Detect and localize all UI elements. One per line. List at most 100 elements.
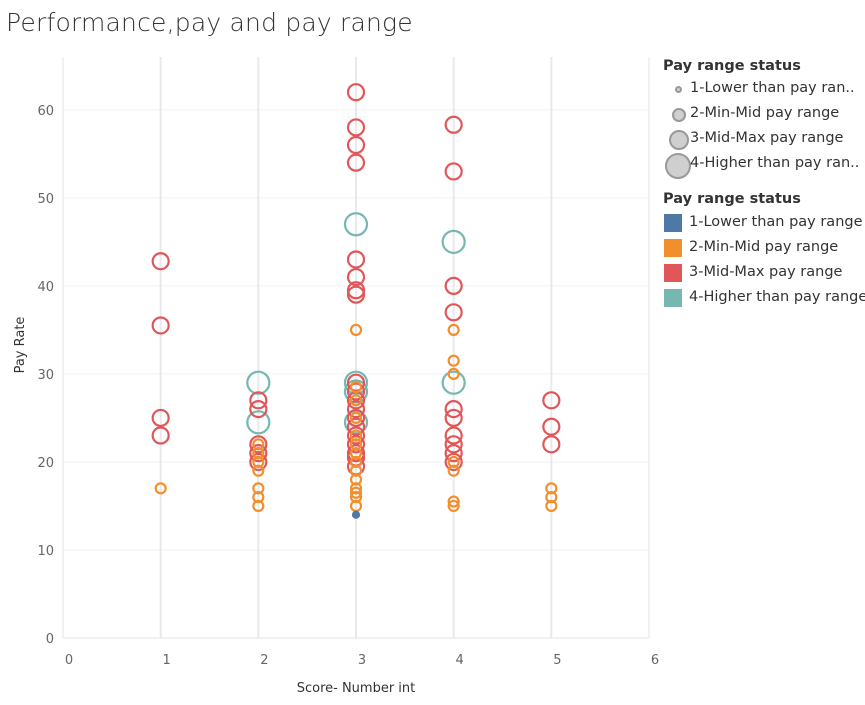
color-swatch [664, 289, 682, 307]
data-point [151, 426, 170, 445]
data-point [349, 429, 363, 442]
data-point [349, 381, 363, 394]
color-legend: Pay range status 1-Lower than pay range … [663, 191, 865, 313]
data-point [346, 281, 366, 300]
data-point [441, 370, 466, 395]
data-point [252, 447, 265, 460]
data-point [246, 410, 271, 435]
size-1-symbol [675, 86, 682, 93]
axis-layer: 0 10 20 30 40 50 60 0 1 2 3 4 5 6 [37, 57, 659, 668]
data-point [346, 408, 366, 428]
data-point [447, 367, 460, 381]
color-legend-item[interactable]: 3-Mid-Max pay range [663, 263, 842, 288]
data-point [252, 455, 265, 469]
data-point [151, 252, 170, 271]
data-point [246, 370, 271, 395]
data-point [444, 452, 463, 472]
data-point [545, 482, 558, 495]
data-point [346, 135, 366, 155]
data-point [444, 400, 463, 419]
data-point [545, 499, 558, 513]
data-point [447, 495, 460, 508]
color-legend-title: Pay range status [663, 191, 801, 207]
data-point [447, 464, 460, 477]
x-tick-label: 4 [456, 653, 464, 668]
data-point [444, 115, 463, 134]
data-point [343, 212, 369, 237]
data-point [349, 394, 363, 407]
color-legend-item[interactable]: 4-Higher than pay range [663, 288, 865, 313]
size-legend-item[interactable]: 1-Lower than pay ran.. [663, 80, 855, 105]
color-swatch [664, 239, 682, 257]
chart-title: Performance,pay and pay range [6, 8, 413, 37]
data-point [343, 379, 369, 404]
data-point [545, 491, 558, 504]
data-point [444, 444, 463, 463]
size-3-symbol [669, 130, 689, 150]
data-point [444, 435, 463, 454]
x-tick-label: 6 [651, 653, 659, 668]
color-legend-item[interactable]: 1-Lower than pay range [663, 213, 863, 238]
data-point [346, 444, 366, 463]
point-layer [151, 83, 561, 519]
size-legend-label: 3-Mid-Max pay range [690, 130, 844, 146]
data-point [346, 267, 366, 287]
data-point [447, 455, 460, 469]
x-tick-label: 3 [358, 653, 366, 668]
data-point [349, 491, 363, 504]
data-point [349, 447, 363, 460]
data-point [252, 464, 265, 477]
size-legend-item[interactable]: 3-Mid-Max pay range [663, 130, 843, 155]
data-point [542, 435, 561, 454]
data-point [346, 153, 366, 172]
data-point [346, 426, 366, 445]
data-point [349, 438, 363, 451]
x-tick-label: 1 [163, 653, 171, 668]
y-tick-label: 10 [37, 544, 54, 559]
data-point [444, 426, 463, 445]
size-2-symbol [672, 108, 686, 122]
x-tick-label: 0 [65, 653, 73, 668]
y-axis-label: Pay Rate [13, 317, 28, 374]
y-tick-label: 40 [37, 280, 54, 295]
data-point [346, 250, 366, 269]
data-point [349, 323, 363, 336]
size-legend-item[interactable]: 2-Min-Mid pay range [663, 105, 839, 130]
data-point [444, 408, 463, 428]
data-point [346, 373, 366, 392]
size-legend-item[interactable]: 4-Higher than pay ran.. [663, 153, 859, 180]
data-point [252, 438, 265, 451]
data-point [349, 411, 363, 425]
color-legend-label: 3-Mid-Max pay range [689, 264, 843, 280]
data-point [151, 316, 170, 335]
grid-layer [63, 57, 649, 639]
data-point [252, 499, 265, 513]
data-point [346, 382, 366, 401]
data-point [351, 510, 361, 519]
data-point [444, 303, 463, 322]
size-legend-title: Pay range status [663, 58, 801, 74]
data-point [346, 400, 366, 419]
data-point [346, 83, 366, 102]
size-legend-label: 2-Min-Mid pay range [690, 105, 840, 121]
color-swatch [664, 214, 682, 232]
data-point [346, 118, 366, 137]
data-point [343, 370, 369, 395]
data-point [249, 391, 268, 410]
data-point [349, 482, 363, 495]
data-point [252, 491, 265, 504]
data-point [349, 464, 363, 477]
color-legend-item[interactable]: 2-Min-Mid pay range [663, 238, 838, 263]
data-point [444, 276, 463, 295]
data-point [349, 455, 363, 469]
size-legend-label: 4-Higher than pay ran.. [690, 155, 860, 171]
data-point [447, 354, 460, 367]
y-tick-label: 50 [37, 192, 54, 207]
data-point [249, 400, 268, 419]
color-legend-label: 4-Higher than pay range [689, 289, 865, 305]
y-tick-label: 20 [37, 456, 54, 471]
data-point [447, 499, 460, 513]
data-point [447, 323, 460, 336]
x-tick-label: 5 [553, 653, 561, 668]
